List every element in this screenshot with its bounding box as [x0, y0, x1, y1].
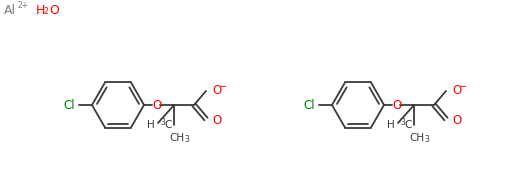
Text: C: C: [404, 120, 411, 130]
Text: CH: CH: [169, 133, 184, 143]
Text: 3: 3: [400, 118, 405, 127]
Text: 3: 3: [424, 135, 429, 144]
Text: O: O: [49, 4, 59, 17]
Text: Cl: Cl: [63, 99, 75, 111]
Text: C: C: [164, 120, 172, 130]
Text: O: O: [392, 99, 401, 111]
Text: H: H: [36, 4, 46, 17]
Text: H: H: [387, 120, 395, 130]
Text: 3: 3: [160, 118, 165, 127]
Text: −: −: [459, 82, 467, 92]
Text: Al: Al: [4, 4, 16, 17]
Text: 2+: 2+: [18, 1, 29, 10]
Text: O: O: [153, 99, 162, 111]
Text: O: O: [212, 84, 221, 96]
Text: O: O: [212, 114, 221, 126]
Text: O: O: [452, 84, 461, 96]
Text: 3: 3: [184, 135, 189, 144]
Text: −: −: [219, 82, 227, 92]
Text: CH: CH: [410, 133, 424, 143]
Text: O: O: [452, 114, 461, 126]
Text: H: H: [147, 120, 155, 130]
Text: 2: 2: [44, 7, 49, 16]
Text: Cl: Cl: [304, 99, 315, 111]
